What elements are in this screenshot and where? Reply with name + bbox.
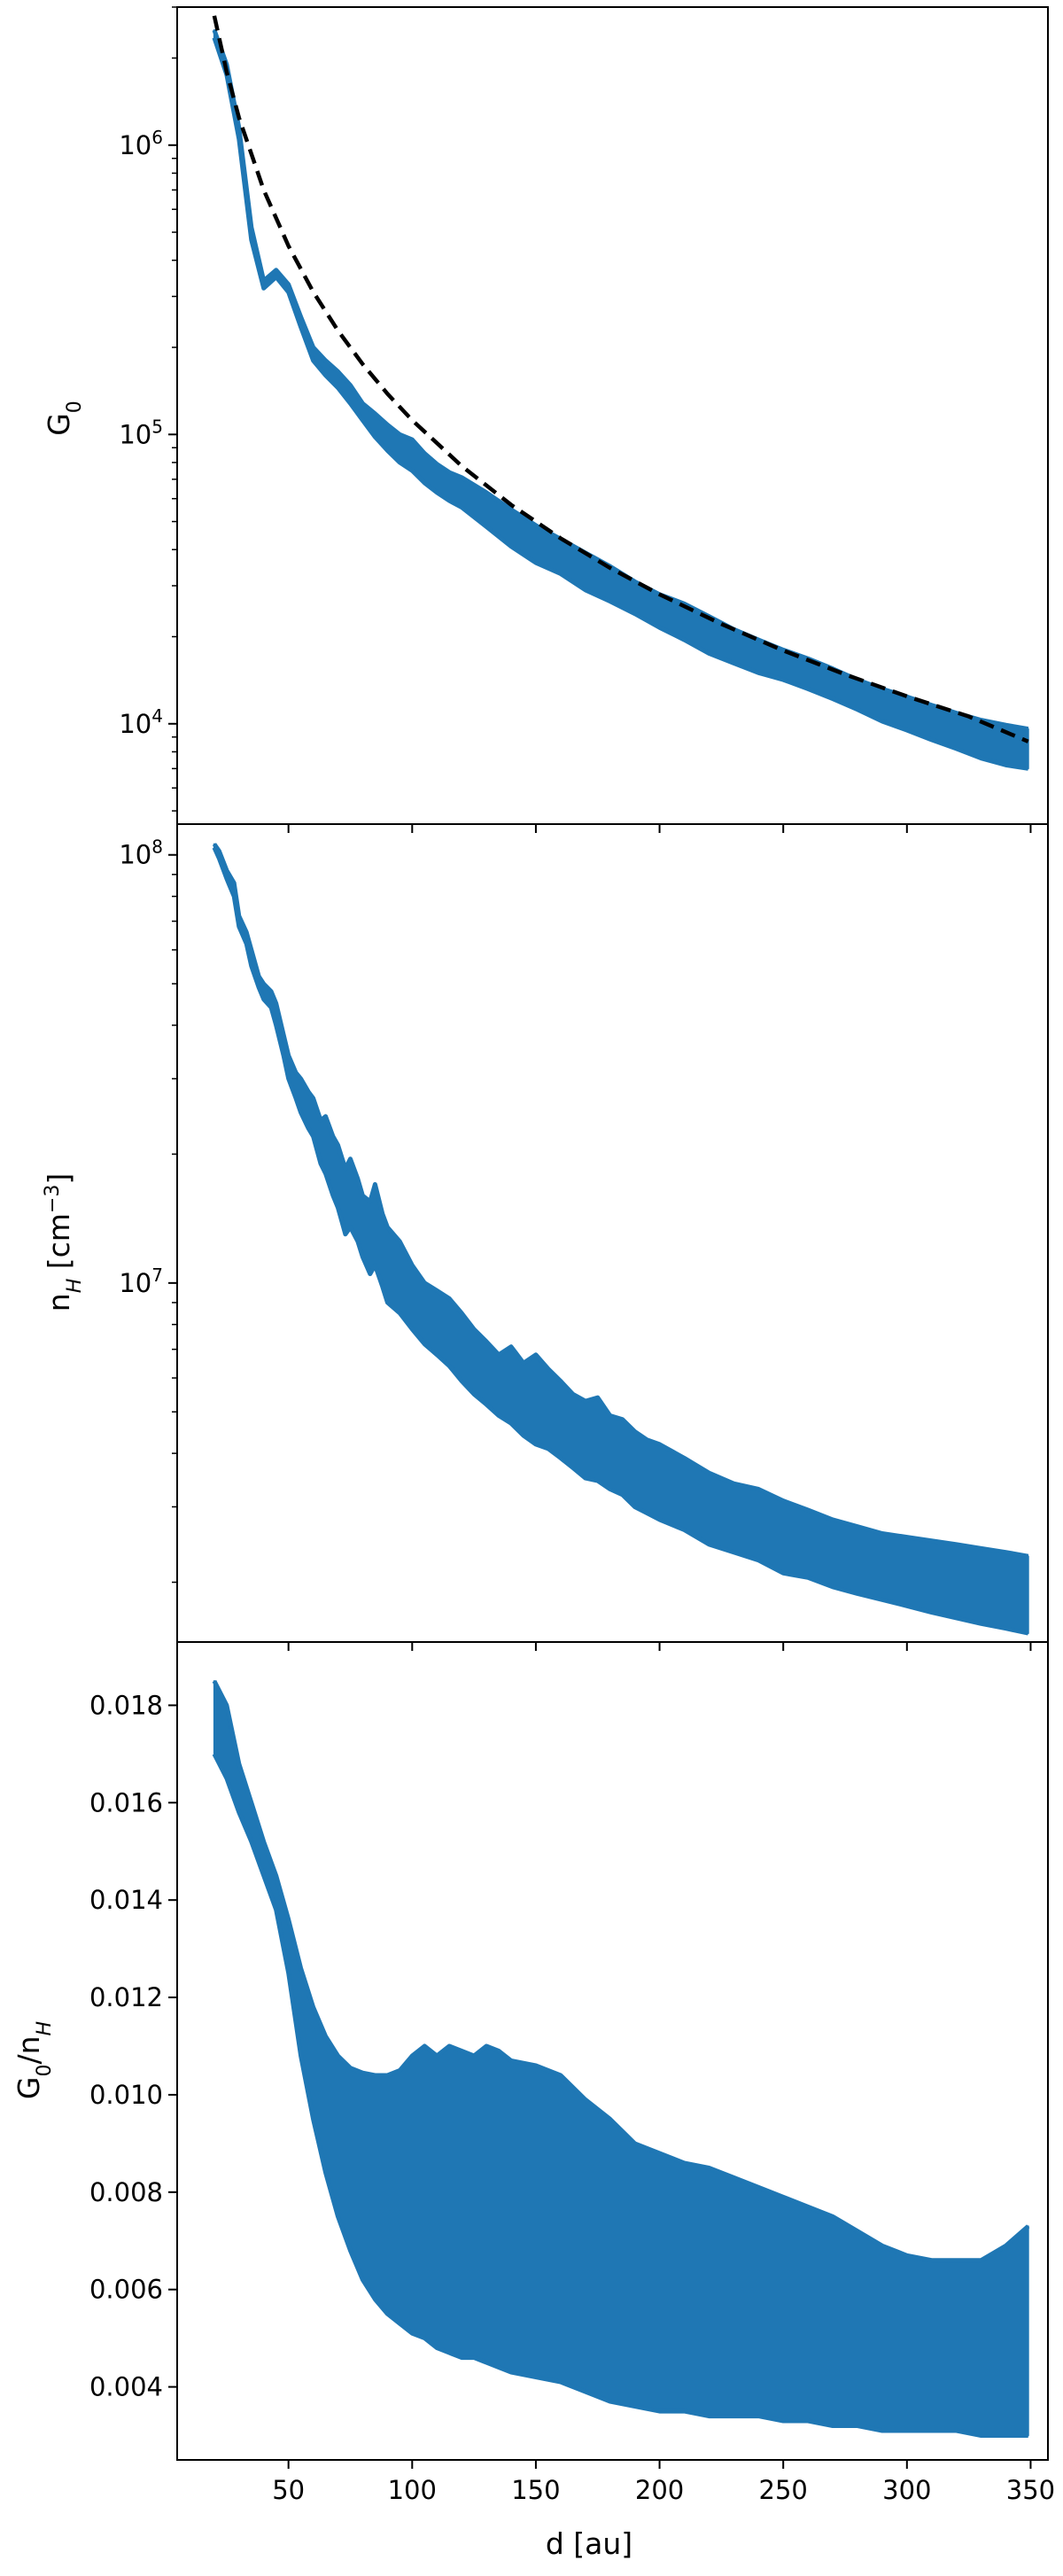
y-tick-label: 0.016 [89,1787,163,1817]
series-band-lower-line [212,36,1029,771]
y-tick-label: 0.018 [89,1690,163,1720]
y-label-top-main: G [42,413,76,436]
x-tick-label: 300 [882,2475,931,2505]
panel-top-g0: 104 105 106 [119,6,1049,833]
y-tick-label: 0.008 [89,2177,163,2207]
y-label-mid-sub: H [64,1279,86,1294]
y-tick-label: 106 [119,127,163,160]
x-tick-label: 100 [388,2475,437,2505]
y-tick-label: 0.014 [89,1885,163,1915]
x-axis-label: d [au] [546,2526,632,2561]
x-tick-label: 50 [272,2475,305,2505]
y-axis-label-bottom: G0/nH [12,2021,56,2099]
y-tick-label: 105 [119,416,163,449]
panel-middle-nh: 107 108 [119,823,1049,1651]
y-axis-label-middle: nH [cm−3] [42,1173,86,1311]
y-tick-label: 107 [119,1265,163,1298]
x-tick-label: 150 [511,2475,560,2505]
x-tick-label: 350 [1006,2475,1055,2505]
y-axis-label-top: G0 [42,401,86,436]
series-band-lower-line [212,1753,1028,2438]
y-label-bot-rest: /n [12,2035,46,2064]
x-tick-label: 200 [635,2475,684,2505]
y-tick-label: 104 [119,705,163,739]
y-label-mid-close: ] [42,1173,76,1185]
series-band-upper-line [212,1679,1030,2263]
panel-bottom-ratio: 0.004 0.006 0.008 0.010 0.012 0.014 0.016 0.018… [89,1641,1055,2505]
series-band-lower-line [212,846,1029,1636]
y-label-bot-main: G [12,2077,46,2100]
y-label-bot-sub2: H [34,2021,56,2036]
y-label-mid-main: n [42,1293,76,1311]
y-label-top-sub: 0 [64,401,86,413]
y-label-mid-sup: −3 [42,1185,64,1213]
x-tick-label: 250 [759,2475,808,2505]
y-tick-label: 0.010 [89,2080,163,2110]
y-tick-label: 0.006 [89,2275,163,2305]
axes-frame [176,1641,1049,2461]
y-tick-label: 0.012 [89,1982,163,2012]
y-label-bot-sub: 0 [34,2065,56,2077]
series-band-upper-line [212,843,1029,1559]
y-tick-label: 108 [119,837,163,870]
y-label-mid-rest: [cm [42,1213,76,1279]
y-tick-label: 0.004 [89,2372,163,2402]
